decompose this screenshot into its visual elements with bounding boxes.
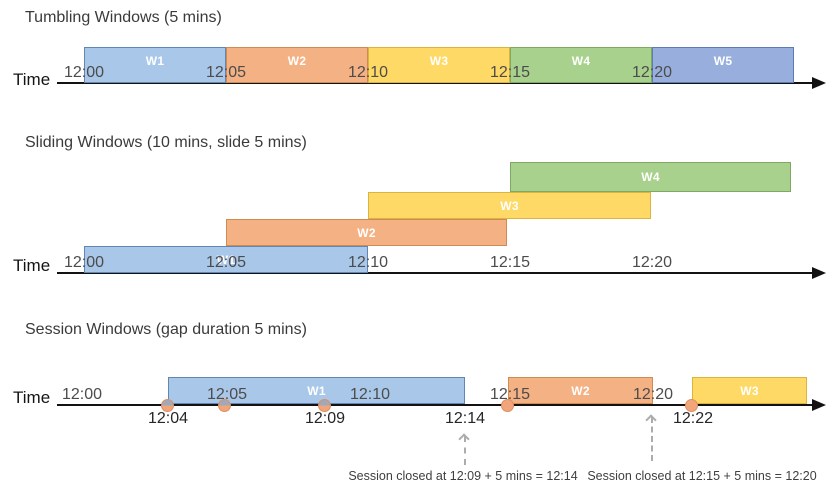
event-time-label: 12:22 [672,410,714,427]
sliding-window-bar-w1: W1 [84,246,368,273]
sliding-window-label-w1: W1 [216,252,236,267]
event-time-label: 12:04 [147,410,189,427]
tumbling-window-label-w1: W1 [145,53,165,68]
session-section-title: Session Windows (gap duration 5 mins) [25,321,307,338]
session-window-bar-w2: W2 [508,377,653,404]
session-tick-label: 12:10 [349,386,391,403]
event-dot [161,399,174,412]
sliding-window-label-w3: W3 [500,198,519,213]
sliding-time-axis-line [57,272,812,274]
tumbling-window-bar-w3: W3 [368,47,510,83]
tumbling-window-bar-w4: W4 [510,47,652,83]
sliding-window-label-w2: W2 [357,225,376,240]
tumbling-window-bar-w1: W1 [84,47,226,83]
session-close-callout-arrow [651,417,653,461]
session-tick-label: 12:00 [61,386,103,403]
tumbling-tick-label: 12:20 [631,64,673,81]
sliding-tick-label: 12:15 [489,254,531,271]
tumbling-time-axis-line [57,82,812,84]
session-window-label-w3: W3 [740,383,759,398]
sliding-window-bar-w3: W3 [368,192,651,219]
event-time-label: 12:09 [304,410,346,427]
event-time-label: 12:14 [444,410,486,427]
session-time-axis-line [57,404,812,406]
session-window-bar-w1: W1 [168,377,465,404]
session-tick-label: 12:20 [632,386,674,403]
event-dot [685,399,698,412]
tumbling-window-label-w4: W4 [571,53,591,68]
session-tick-label: 12:15 [489,386,531,403]
sliding-time-axis-label: Time [13,256,51,275]
sliding-tick-label: 12:10 [347,254,389,271]
tumbling-tick-label: 12:05 [205,64,247,81]
tumbling-tick-label: 12:10 [347,64,389,81]
tumbling-window-bar-w5: W5 [652,47,794,83]
tumbling-tick-label: 12:15 [489,64,531,81]
tumbling-time-axis-label: Time [13,70,51,89]
session-tick-label: 12:05 [206,386,248,403]
session-close-callout-arrow [464,436,466,465]
sliding-window-label-w4: W4 [641,170,660,184]
event-dot [501,399,514,412]
tumbling-tick-label: 12:00 [63,64,105,81]
sliding-tick-label: 12:00 [63,254,105,271]
session-close-callout-text: Session closed at 12:09 + 5 mins = 12:14 [348,469,578,483]
tumbling-section-title: Tumbling Windows (5 mins) [25,9,222,26]
tumbling-axis-arrowhead-icon [812,77,826,89]
event-dot [318,399,331,412]
tumbling-window-label-w2: W2 [287,53,307,68]
sliding-axis-arrowhead-icon [812,267,826,279]
sliding-tick-label: 12:05 [205,254,247,271]
callout-arrowhead-up-icon [645,414,657,426]
sliding-tick-label: 12:20 [631,254,673,271]
tumbling-window-label-w3: W3 [429,53,449,68]
sliding-window-bar-w2: W2 [226,219,507,246]
sliding-window-bar-w4: W4 [510,162,791,192]
session-window-label-w2: W2 [571,383,590,398]
session-axis-arrowhead-icon [812,399,826,411]
session-close-callout-text: Session closed at 12:15 + 5 mins = 12:20 [587,469,817,483]
callout-arrowhead-up-icon [458,433,470,445]
session-window-label-w1: W1 [307,383,326,398]
session-window-bar-w3: W3 [692,377,807,404]
session-time-axis-label: Time [13,388,51,407]
tumbling-window-label-w5: W5 [713,53,733,68]
event-dot [218,399,231,412]
sliding-section-title: Sliding Windows (10 mins, slide 5 mins) [25,134,307,151]
tumbling-window-bar-w2: W2 [226,47,368,83]
